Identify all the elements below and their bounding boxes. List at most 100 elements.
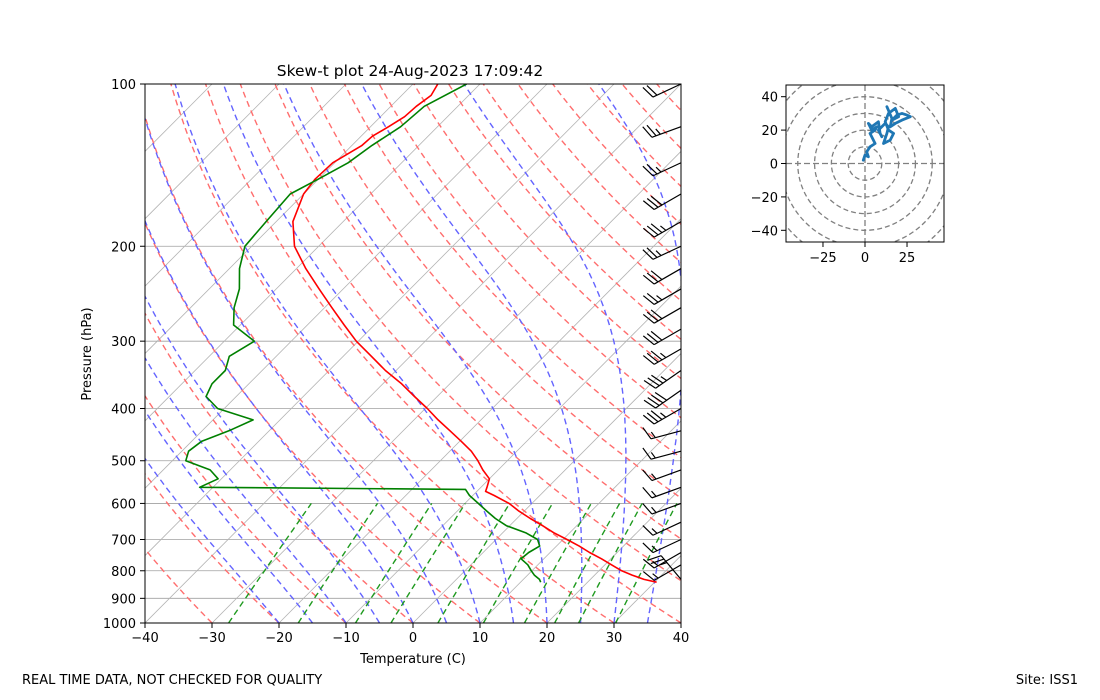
skewt-y-axis-label: Pressure (hPa)	[80, 307, 95, 400]
site-label: Site: ISS1	[1015, 673, 1078, 688]
dry-adiabat-line	[145, 472, 280, 623]
wind-barb	[642, 407, 682, 425]
dry-adiabat-line	[145, 221, 481, 623]
hodograph-chart: −25 0 25 −40 −20 0 20 40	[751, 84, 945, 266]
x-tick-label: −30	[198, 631, 225, 646]
moist-adiabat-line	[222, 84, 515, 623]
mixing-ratio-line	[437, 503, 511, 623]
mixing-ratio-line	[390, 503, 466, 623]
wind-barb	[642, 521, 682, 536]
wind-barb	[642, 268, 682, 285]
skewt-y-ticks: 100 200 300 400 500 600 700 800 900 1000	[103, 78, 145, 632]
dry-adiabat-line	[726, 84, 1100, 623]
isotherm-line	[680, 622, 681, 623]
dry-adiabat-line	[145, 311, 414, 623]
dry-adiabat-line	[378, 84, 681, 419]
isotherm-line	[145, 84, 280, 220]
dry-adiabat-line	[170, 84, 615, 623]
x-tick-label: 20	[539, 631, 556, 646]
wind-barb	[642, 538, 682, 554]
mixing-ratio-line	[482, 503, 554, 623]
hodograph-y-tick-label: 0	[770, 158, 778, 173]
dry-adiabat-line	[204, 84, 681, 623]
y-tick-label: 700	[111, 534, 136, 549]
moist-adiabat-line	[283, 84, 548, 623]
wind-barb	[642, 551, 682, 569]
moist-adiabat-line	[145, 294, 381, 623]
hodograph-trace	[861, 105, 912, 162]
wind-barb	[642, 221, 682, 238]
isotherm-line	[479, 420, 681, 623]
moist-adiabat-line	[361, 84, 583, 623]
hodograph-body	[786, 85, 944, 242]
x-tick-label: 10	[472, 631, 489, 646]
x-tick-label: 0	[409, 631, 417, 646]
moist-adiabat-line	[145, 116, 448, 623]
hodograph-x-tick-label: −25	[809, 251, 836, 266]
hodograph-y-tick-label: 40	[761, 91, 778, 106]
x-tick-label: −10	[332, 631, 359, 646]
y-tick-label: 100	[111, 78, 136, 93]
y-tick-label: 400	[111, 403, 136, 418]
wind-barb	[642, 124, 682, 138]
dry-adiabat-line	[482, 84, 681, 302]
y-tick-label: 200	[111, 240, 136, 255]
skewt-title: Skew-t plot 24-Aug-2023 17:09:42	[277, 62, 544, 80]
wind-barbs	[642, 83, 682, 581]
dry-adiabat-line	[761, 84, 1100, 623]
moist-adiabat-line	[463, 84, 627, 623]
isotherm-line	[145, 84, 481, 422]
wind-barb	[642, 328, 682, 346]
mixing-ratio-line	[354, 503, 433, 623]
dry-adiabat-line	[692, 84, 1100, 623]
x-tick-label: −40	[131, 631, 158, 646]
x-tick-label: 30	[606, 631, 623, 646]
dry-adiabat-line	[239, 84, 681, 582]
hodograph-y-tick-label: 20	[761, 124, 778, 139]
skewt-series	[185, 84, 657, 583]
wind-barb	[642, 502, 682, 515]
wind-barb	[642, 245, 682, 260]
x-tick-label: −20	[265, 631, 292, 646]
hodograph-x-tick-label: 0	[861, 251, 869, 266]
isotherm-line	[145, 84, 548, 489]
moist-adiabat-line	[680, 619, 681, 623]
dry-adiabat-line	[586, 84, 681, 188]
dry-adiabat-line	[448, 84, 681, 341]
isotherm-line	[145, 84, 681, 623]
dry-adiabat-line	[145, 547, 213, 623]
y-tick-label: 1000	[103, 617, 136, 632]
dewpoint-profile-line	[185, 84, 542, 583]
mixing-ratio-line	[297, 503, 379, 623]
y-tick-label: 800	[111, 565, 136, 580]
y-tick-label: 900	[111, 592, 136, 607]
wind-barb	[643, 369, 682, 389]
moist-adiabat-line	[145, 409, 314, 623]
wind-barb	[642, 288, 682, 305]
moist-adiabat-line	[145, 219, 414, 623]
skewt-chart: Skew-t plot 24-Aug-2023 17:09:42 −40 −30 −…	[80, 62, 1100, 667]
y-tick-label: 500	[111, 455, 136, 470]
quality-disclaimer: REAL TIME DATA, NOT CHECKED FOR QUALITY	[22, 673, 323, 688]
wind-barb	[642, 348, 682, 365]
isotherm-line	[145, 84, 414, 355]
wind-barb	[642, 83, 682, 98]
y-tick-label: 600	[111, 497, 136, 512]
isotherm-line	[546, 487, 681, 623]
dry-adiabat-line	[796, 84, 1100, 623]
isotherm-line	[345, 285, 681, 623]
dry-adiabat-line	[145, 113, 548, 623]
wind-barb	[642, 447, 682, 460]
dry-adiabat-line	[656, 84, 681, 112]
hodograph-ticks: −25 0 25 −40 −20 0 20 40	[751, 91, 916, 266]
isotherm-line	[613, 555, 681, 623]
isotherm-line	[145, 84, 615, 557]
dry-adiabat-line	[309, 84, 681, 499]
wind-barb	[643, 389, 682, 409]
isotherm-line	[278, 218, 681, 623]
wind-barb	[642, 486, 682, 499]
wind-barb	[642, 307, 682, 324]
y-tick-label: 300	[111, 335, 136, 350]
skewt-x-ticks: −40 −30 −20 −10 0 10 20 30 40	[131, 623, 689, 646]
temperature-profile-line	[292, 84, 657, 583]
